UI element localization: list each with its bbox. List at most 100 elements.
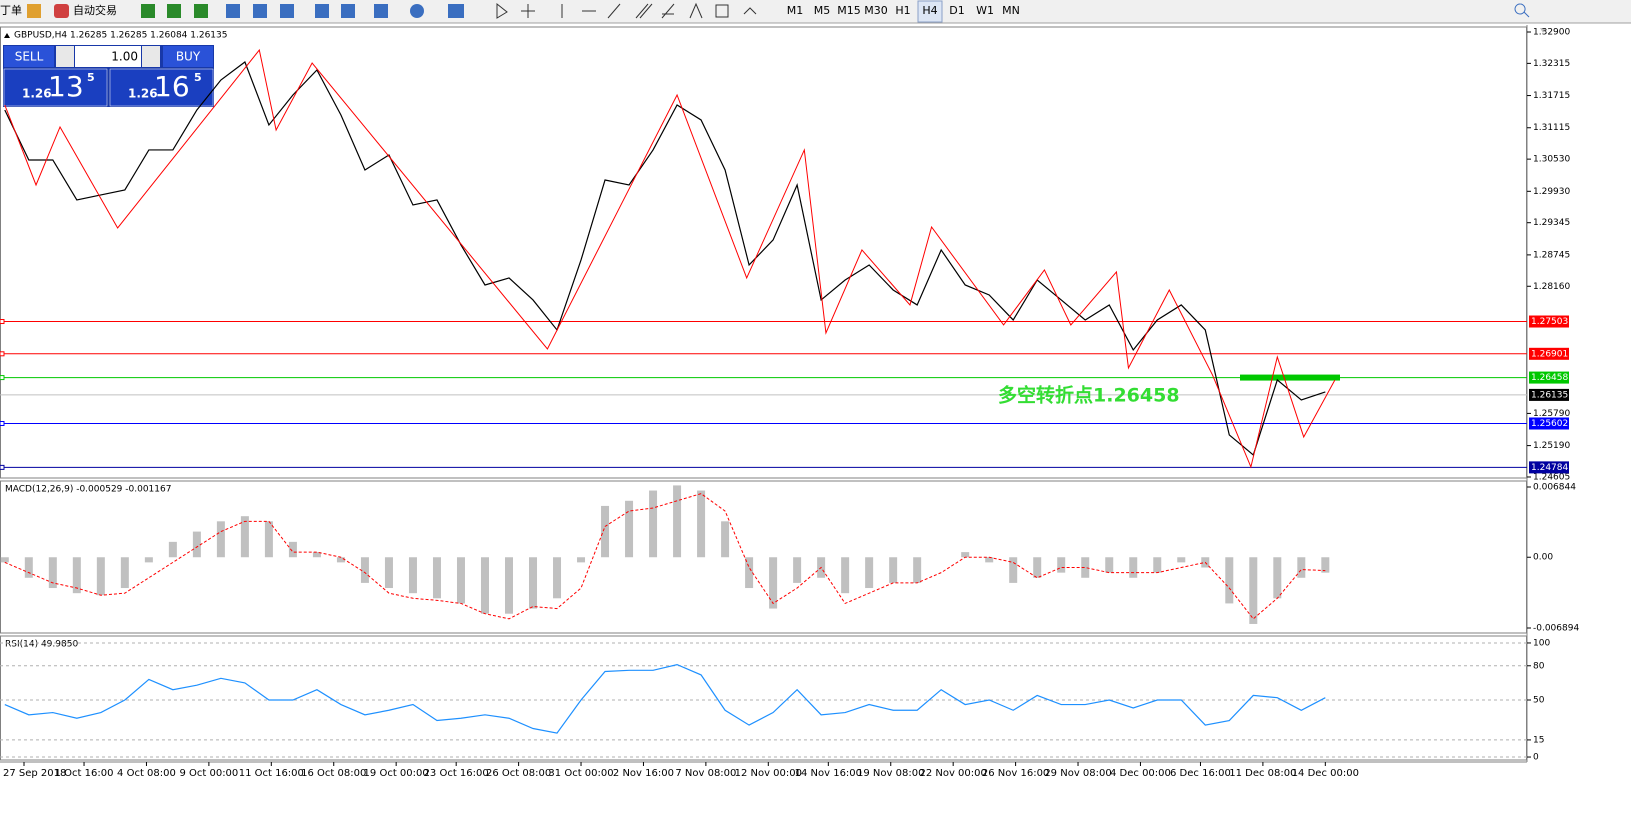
histogram-bar: [961, 552, 969, 557]
histogram-bar: [553, 557, 561, 598]
x-tick-label: 16 Oct 08:00: [301, 768, 366, 779]
x-tick-label: 4 Dec 00:00: [1110, 768, 1171, 779]
icon[interactable]: [226, 4, 240, 18]
histogram-bar: [409, 557, 417, 593]
histogram-bar: [25, 557, 33, 578]
panel-title: GBPUSD,H4 1.26285 1.26285 1.26084 1.2613…: [14, 31, 227, 41]
trade-panel: SELL 1.00 BUY 1.26 13 5 1.26 16 5: [3, 45, 214, 107]
level-label: 1.27503: [1531, 317, 1568, 327]
histogram-bar: [1297, 557, 1305, 578]
histogram-bar: [985, 557, 993, 562]
icon[interactable]: [341, 4, 355, 18]
y-tick-label: 50: [1533, 695, 1545, 705]
level-handle: [0, 421, 4, 425]
histogram-bar: [457, 557, 465, 603]
x-tick-label: 26 Oct 08:00: [486, 768, 551, 779]
histogram-bar: [649, 491, 657, 558]
histogram-bar: [1009, 557, 1017, 583]
level-handle: [0, 465, 4, 469]
x-tick-label: 11 Dec 08:00: [1229, 768, 1296, 779]
y-tick-label: 1.29930: [1533, 187, 1570, 197]
histogram-bar: [193, 532, 201, 558]
icon[interactable]: [448, 4, 464, 18]
bid-main: 13: [48, 70, 84, 103]
y-tick-label: 1.30530: [1533, 155, 1570, 165]
x-tick-label: 11 Oct 16:00: [239, 768, 304, 779]
icon[interactable]: [280, 4, 294, 18]
y-tick-label: 0.00: [1533, 553, 1553, 563]
ask-small: 5: [194, 71, 202, 84]
timeframe[interactable]: M5: [814, 4, 831, 17]
lot-down[interactable]: [56, 46, 74, 67]
timeframe[interactable]: M1: [787, 4, 804, 17]
histogram-bar: [625, 501, 633, 557]
histogram-bar: [577, 557, 585, 562]
y-tick-label: 0.006844: [1533, 483, 1576, 493]
level-label: 1.26901: [1531, 349, 1568, 359]
y-tick-label: 0: [1533, 753, 1539, 763]
histogram-bar: [1057, 557, 1065, 572]
histogram-bar: [217, 521, 225, 557]
icon[interactable]: [167, 4, 181, 18]
auto-trade[interactable]: 自动交易: [73, 3, 117, 17]
histogram-bar: [145, 557, 153, 562]
y-tick-label: 1.31115: [1533, 123, 1570, 133]
timeframe[interactable]: M30: [864, 4, 888, 17]
y-tick-label: 1.25190: [1533, 441, 1570, 451]
icon[interactable]: [54, 4, 69, 18]
histogram-bar: [673, 485, 681, 557]
histogram-bar: [289, 542, 297, 557]
histogram-bar: [841, 557, 849, 593]
histogram-bar: [433, 557, 441, 598]
icon[interactable]: [410, 4, 424, 18]
annotation: 多空转折点1.26458: [998, 384, 1180, 407]
bid-small: 5: [87, 71, 95, 84]
histogram-bar: [385, 557, 393, 588]
histogram-bar: [913, 557, 921, 583]
histogram-bar: [481, 557, 489, 613]
timeframe[interactable]: H4: [922, 4, 937, 17]
panel-title: RSI(14) 49.9850: [5, 640, 78, 650]
y-tick-label: 1.24605: [1533, 472, 1570, 482]
histogram-bar: [361, 557, 369, 583]
x-tick-label: 31 Oct 00:00: [548, 768, 613, 779]
icon[interactable]: [374, 4, 388, 18]
icon[interactable]: [194, 4, 208, 18]
icon[interactable]: [27, 4, 41, 18]
level-marker: [1240, 375, 1340, 381]
level-label: 1.26458: [1531, 373, 1568, 383]
panel-title: MACD(12,26,9) -0.000529 -0.001167: [5, 485, 171, 495]
y-tick-label: 1.32900: [1533, 27, 1570, 37]
x-tick-label: 19 Oct 00:00: [364, 768, 429, 779]
histogram-bar: [865, 557, 873, 588]
level-handle: [0, 376, 4, 380]
histogram-bar: [1177, 557, 1185, 562]
level-handle: [0, 352, 4, 356]
y-tick-label: 1.28160: [1533, 282, 1570, 292]
timeframe[interactable]: H1: [895, 4, 910, 17]
histogram-bar: [505, 557, 513, 613]
histogram-bar: [337, 557, 345, 562]
x-tick-label: 14 Dec 00:00: [1292, 768, 1359, 779]
timeframe[interactable]: MN: [1002, 4, 1020, 17]
icon[interactable]: [315, 4, 329, 18]
histogram-bar: [1033, 557, 1041, 578]
current-price-label: 1.26135: [1531, 390, 1568, 400]
icon[interactable]: [253, 4, 267, 18]
lot-up[interactable]: [142, 46, 160, 67]
x-tick-label: 9 Oct 00:00: [179, 768, 238, 779]
menu[interactable]: 丁单: [0, 4, 22, 17]
x-tick-label: 22 Nov 00:00: [919, 768, 986, 779]
x-tick-label: 2 Nov 16:00: [613, 768, 674, 779]
icon[interactable]: [141, 4, 155, 18]
lot-value: 1.00: [111, 50, 138, 64]
y-tick-label: 1.31715: [1533, 91, 1570, 101]
timeframe[interactable]: D1: [949, 4, 964, 17]
timeframe[interactable]: W1: [976, 4, 994, 17]
level-label: 1.25602: [1531, 419, 1568, 429]
histogram-bar: [529, 557, 537, 608]
y-tick-label: 1.29345: [1533, 218, 1570, 228]
histogram-bar: [241, 516, 249, 557]
timeframe[interactable]: M15: [837, 4, 861, 17]
